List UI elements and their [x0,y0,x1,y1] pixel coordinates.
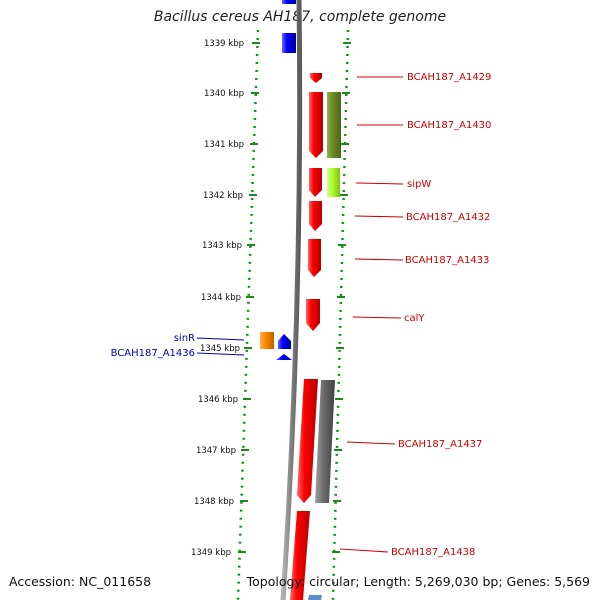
gene-A1436-small[interactable] [276,354,292,360]
gene-A1436-arrow[interactable] [278,334,291,349]
tick-label: 1349 kbp [191,548,231,558]
gene-A1429[interactable] [310,73,322,83]
gene-calY[interactable] [306,299,320,331]
gene-label-A1429[interactable]: BCAH187_A1429 [407,72,491,83]
tick-1349: 1349 kbp [191,548,340,558]
gene-sinR[interactable] [260,332,274,349]
tick-label: 1346 kbp [198,395,238,405]
left-dotted-ruler [236,29,260,600]
tick-group: 1339 kbp 1340 kbp 1341 kbp 1342 kbp 1343… [191,39,351,558]
gene-label-calY[interactable]: calY [404,313,425,324]
gene-A1430[interactable] [309,92,323,158]
bar-olive-A1430[interactable] [327,92,341,158]
gene-label-A1438[interactable]: BCAH187_A1438 [391,547,475,558]
genome-backbone [280,0,303,600]
tick-1339: 1339 kbp [204,39,351,49]
tick-1341: 1341 kbp [204,140,349,150]
bar-steel-bottom[interactable] [308,595,322,600]
tick-1343: 1343 kbp [202,241,346,251]
gene-A1438[interactable] [290,511,310,600]
tick-label: 1348 kbp [194,497,234,507]
gene-label-A1437[interactable]: BCAH187_A1437 [398,439,482,450]
tick-1345: 1345 kbp [200,344,344,354]
tick-1342: 1342 kbp [203,191,348,201]
genome-summary-text: Topology: circular; Length: 5,269,030 bp… [246,574,590,589]
bar-gray-A1437[interactable] [315,380,335,503]
accession-text: Accession: NC_011658 [9,574,152,589]
right-connectors [339,76,404,553]
tick-label: 1342 kbp [203,191,243,201]
tick-label: 1341 kbp [204,140,244,150]
gene-sipW[interactable] [309,168,322,197]
tick-1348: 1348 kbp [194,497,341,507]
gene-blue-1339[interactable] [282,33,296,53]
gene-A1432[interactable] [309,201,322,231]
tick-label: 1339 kbp [204,39,244,49]
gene-A1437[interactable] [297,379,318,503]
gene-A1433[interactable] [308,239,321,277]
gene-label-A1436[interactable]: BCAH187_A1436 [111,348,195,359]
tick-label: 1343 kbp [202,241,242,251]
tick-label: 1344 kbp [201,293,241,303]
gene-label-A1430[interactable]: BCAH187_A1430 [407,120,491,131]
gene-label-sinR[interactable]: sinR [174,333,195,344]
bar-lime-sipW[interactable] [327,168,340,197]
left-connectors [196,337,245,356]
gene-label-A1433[interactable]: BCAH187_A1433 [405,255,489,266]
tick-1344: 1344 kbp [201,293,345,303]
tick-label: 1345 kbp [200,344,240,354]
tick-1340: 1340 kbp [204,89,350,99]
gene-label-sipW[interactable]: sipW [407,179,431,190]
gene-label-A1432[interactable]: BCAH187_A1432 [406,212,490,223]
tick-1346: 1346 kbp [198,395,343,405]
tick-1347: 1347 kbp [196,446,342,456]
tick-label: 1347 kbp [196,446,236,456]
gene-blue-top[interactable] [282,0,296,4]
tick-label: 1340 kbp [204,89,244,99]
